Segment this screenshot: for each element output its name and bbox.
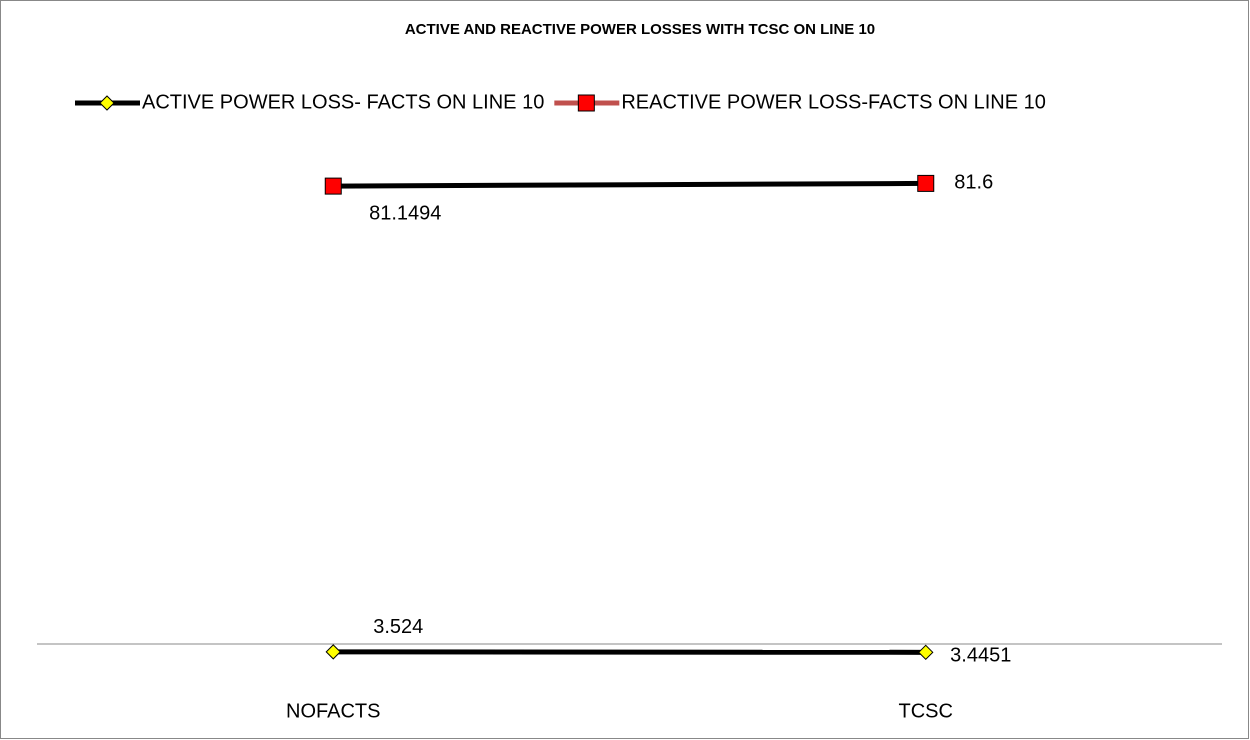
x-tick-label: TCSC [899,700,953,722]
data-label: 3.4451 [950,645,1011,667]
marker [918,644,934,661]
series-line [333,180,926,189]
chart-title: ACTIVE AND REACTIVE POWER LOSSES WITH TC… [405,21,875,38]
data-label: 81.1494 [369,202,441,224]
x-tick-label: NOFACTS [286,700,380,722]
data-label: 3.524 [373,616,423,638]
legend-marker [99,95,115,111]
marker [325,644,341,660]
marker [324,177,342,195]
marker [917,174,935,192]
legend-label: REACTIVE POWER LOSS-FACTS ON LINE 10 [621,91,1046,113]
data-label: 81.6 [954,172,993,194]
legend-marker [577,94,595,112]
legend-label: ACTIVE POWER LOSS- FACTS ON LINE 10 [142,91,544,113]
